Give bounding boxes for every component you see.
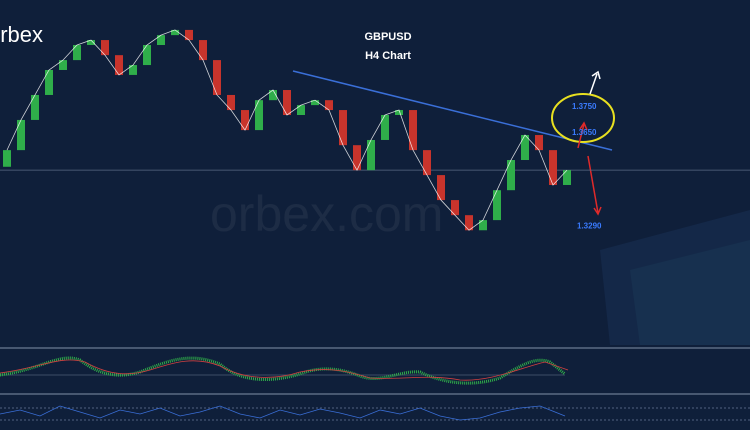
- macd-signal: [0, 359, 569, 381]
- arrow-head: [593, 206, 602, 216]
- candle-body: [269, 90, 277, 101]
- candle-body: [87, 40, 95, 46]
- candle-body: [157, 35, 165, 46]
- candle-body: [311, 100, 319, 106]
- candle-body: [353, 145, 361, 171]
- candle-body: [171, 29, 179, 36]
- candle-body: [325, 100, 333, 111]
- candle-body: [73, 45, 81, 61]
- candle-body: [451, 200, 459, 216]
- candle-body: [507, 160, 515, 191]
- candle-body: [465, 215, 473, 231]
- chart-title: GBPUSD: [364, 31, 411, 43]
- candle-body: [255, 100, 263, 131]
- candle-body: [437, 175, 445, 201]
- candle-body: [283, 90, 291, 115]
- candle-body: [549, 150, 557, 185]
- arrow-head: [591, 70, 601, 80]
- candle-body: [101, 40, 109, 56]
- candle-body: [129, 65, 137, 75]
- arrow-down: [587, 155, 599, 214]
- candle-body: [423, 150, 431, 176]
- watermark: orbex.com: [210, 186, 443, 242]
- arrow-head: [579, 121, 588, 131]
- rsi-line: [0, 405, 566, 421]
- close-line: [6, 29, 568, 231]
- candle-body: [45, 69, 53, 95]
- macd-histogram: [0, 356, 566, 385]
- highlight-ellipse: [551, 93, 615, 143]
- candle-body: [297, 105, 305, 115]
- candle-body: [521, 135, 529, 161]
- candle-body: [3, 150, 11, 167]
- candle-body: [199, 40, 207, 61]
- trend-line: [292, 70, 613, 151]
- candle-body: [31, 94, 39, 120]
- candle-body: [241, 110, 249, 131]
- candle-body: [479, 220, 487, 231]
- candle-body: [213, 60, 221, 95]
- level-label: 1.3650: [572, 128, 597, 137]
- candle-body: [563, 170, 571, 185]
- candle-body: [535, 135, 543, 151]
- backdrop-shape: [630, 240, 750, 345]
- candle-body: [367, 139, 375, 171]
- arrow-up: [577, 123, 585, 149]
- candle-body: [185, 29, 193, 41]
- candle-body: [339, 110, 347, 146]
- chart-subtitle: H4 Chart: [365, 50, 411, 62]
- candle-body: [59, 60, 67, 70]
- candle-body: [227, 94, 235, 111]
- arrow-up: [589, 73, 598, 95]
- candle-body: [17, 119, 25, 151]
- candle-body: [395, 110, 403, 115]
- candle-body: [143, 45, 151, 66]
- candle-body: [115, 55, 123, 75]
- logo: orbex: [0, 22, 43, 47]
- level-label: 1.3290: [577, 222, 602, 231]
- candle-body: [409, 110, 417, 151]
- candle-body: [381, 115, 389, 140]
- candle-body: [493, 190, 501, 221]
- level-label: 1.3750: [572, 102, 597, 111]
